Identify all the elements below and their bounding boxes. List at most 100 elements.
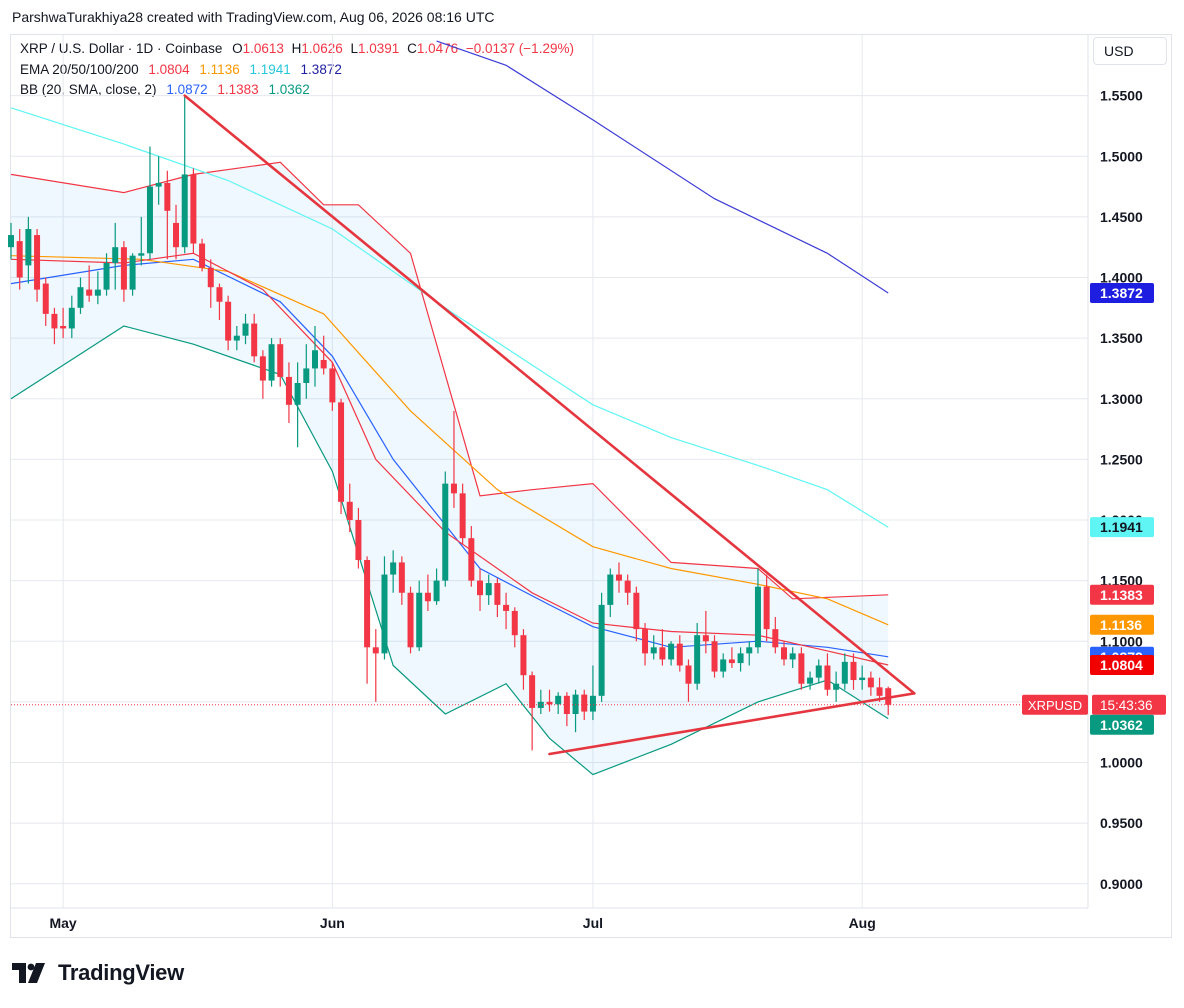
trendline xyxy=(548,692,916,756)
candle xyxy=(798,647,805,690)
candle xyxy=(781,641,788,666)
candle xyxy=(841,653,848,690)
candle-body xyxy=(876,687,883,696)
candle-body xyxy=(520,635,527,676)
candle-body xyxy=(459,493,466,539)
candle-body xyxy=(772,629,779,648)
candle xyxy=(146,146,153,260)
candle xyxy=(815,659,822,684)
candle xyxy=(181,95,188,254)
ohlc-change: −0.0137 (−1.29%) xyxy=(465,41,574,56)
candle-body xyxy=(503,604,510,611)
bb-lower-value: 1.0362 xyxy=(268,82,310,97)
candle xyxy=(51,307,58,345)
candle-body xyxy=(338,402,345,502)
candle-body xyxy=(86,289,93,296)
price-tag: 1.0362 xyxy=(1090,714,1154,735)
candle-body xyxy=(746,647,753,654)
currency-button[interactable]: USD xyxy=(1093,37,1167,65)
chart-grid xyxy=(11,35,1088,908)
candle-body xyxy=(685,665,692,684)
candle xyxy=(702,610,709,654)
candle-body xyxy=(8,235,14,248)
candle xyxy=(807,671,814,690)
candle xyxy=(311,326,318,387)
candle-body xyxy=(364,560,371,648)
price-labels: XRPUSD 15:43:361.38721.19411.13831.11361.… xyxy=(11,283,1166,735)
y-tick-label: 1.1500 xyxy=(1100,573,1143,589)
candle xyxy=(60,307,67,339)
brand-footer[interactable]: TradingView xyxy=(12,958,184,988)
price-tag-label: 1.1136 xyxy=(1100,617,1142,633)
candle-body xyxy=(555,695,562,705)
y-tick-label: 0.9500 xyxy=(1100,815,1143,831)
candle-body xyxy=(598,604,605,696)
candle-body xyxy=(329,368,336,403)
candle-body xyxy=(216,287,223,302)
candle-body xyxy=(120,247,127,290)
bb-basis-value: 1.0872 xyxy=(166,82,208,97)
y-tick-label: 1.1000 xyxy=(1100,633,1143,649)
candle-body xyxy=(754,586,761,648)
candle-body xyxy=(815,665,822,678)
candle xyxy=(746,641,753,666)
x-tick-label: Jul xyxy=(583,915,603,931)
symbol-title: XRP / U.S. Dollar · 1D · Coinbase xyxy=(20,41,223,56)
candle-body xyxy=(494,583,501,605)
candle xyxy=(164,170,171,260)
price-tag-label: 1.0804 xyxy=(1100,657,1143,673)
candle-body xyxy=(181,174,188,248)
price-tag-label: 1.3872 xyxy=(1100,285,1143,301)
candle-body xyxy=(711,641,718,672)
candle xyxy=(268,338,275,387)
candle xyxy=(233,326,240,351)
bb-legend[interactable]: BB (20, SMA, close, 2) 1.0872 1.1383 1.0… xyxy=(20,82,316,97)
candle xyxy=(529,671,536,751)
candle xyxy=(68,295,75,339)
candle-body xyxy=(129,255,136,290)
candle xyxy=(355,507,362,569)
countdown-tag: 15:43:36 xyxy=(1092,694,1166,715)
x-tick-label: Jun xyxy=(320,915,345,931)
candle-body xyxy=(259,356,266,381)
candle-body xyxy=(355,520,362,561)
candle xyxy=(442,471,449,587)
bb-title: BB (20, SMA, close, 2) xyxy=(20,82,157,97)
price-tag-bg xyxy=(1090,655,1154,676)
candle xyxy=(711,635,718,678)
candle-body xyxy=(225,301,232,341)
ema200-line xyxy=(436,40,889,294)
price-tag: 1.1383 xyxy=(1090,584,1154,605)
candle-body xyxy=(659,647,666,660)
candle xyxy=(537,689,544,714)
candle xyxy=(754,568,761,654)
candle-body xyxy=(311,350,318,369)
candle xyxy=(485,574,492,605)
candle-body xyxy=(242,323,249,336)
candle xyxy=(859,665,866,690)
candle-body xyxy=(781,647,788,660)
ema-legend[interactable]: EMA 20/50/100/200 1.0804 1.1136 1.1941 1… xyxy=(20,62,348,77)
candle-body xyxy=(268,344,275,381)
candle xyxy=(633,586,640,642)
symbol-legend[interactable]: XRP / U.S. Dollar · 1D · Coinbase O1.061… xyxy=(20,41,580,56)
candle-body xyxy=(372,647,379,654)
candle xyxy=(16,229,23,290)
ema100-value: 1.1941 xyxy=(249,62,291,77)
y-tick-label: 1.4500 xyxy=(1100,209,1143,225)
candle xyxy=(25,216,32,284)
candle-body xyxy=(485,583,492,596)
candle xyxy=(216,283,223,320)
candle-body xyxy=(77,287,84,308)
y-tick-label: 1.3000 xyxy=(1100,391,1143,407)
candle xyxy=(650,635,657,660)
trendline xyxy=(183,94,916,695)
candle-body xyxy=(199,243,206,268)
y-tick-label: 1.0000 xyxy=(1100,755,1143,771)
candle-body xyxy=(277,344,284,377)
candle xyxy=(277,338,284,387)
candle-body xyxy=(390,562,397,575)
candle-body xyxy=(51,313,58,329)
candle xyxy=(728,647,735,668)
